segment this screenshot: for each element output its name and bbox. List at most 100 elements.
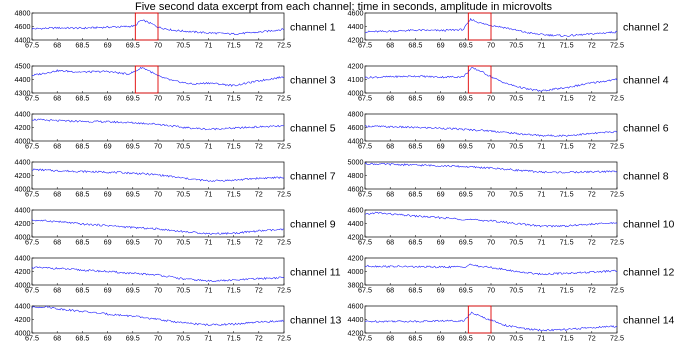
channel-1-highlight-window xyxy=(134,12,159,41)
channel-3-xtick-label: 69.5 xyxy=(126,94,140,103)
channel-10-xtick-label: 72 xyxy=(588,238,596,247)
channel-8-xtick-label: 70.5 xyxy=(509,190,523,199)
channel-14-ytick-label: 4400 xyxy=(348,315,364,324)
channel-3-xtick-label: 69 xyxy=(104,94,112,103)
channel-1-xtick-label: 68 xyxy=(53,41,61,50)
channel-6-xtick-label: 70.5 xyxy=(509,142,523,151)
channel-12-axes xyxy=(364,257,618,286)
channel-14-xtick-label: 70.5 xyxy=(509,334,523,343)
channel-2-highlight-window xyxy=(467,12,492,41)
channel-7-ytick-label: 4000 xyxy=(15,185,31,194)
channel-1-xtick-label: 67.5 xyxy=(25,41,39,50)
channel-7-trace xyxy=(31,168,285,182)
channel-8-ytick-label: 5000 xyxy=(348,158,364,167)
channel-3-ytick-label: 4400 xyxy=(15,75,31,84)
channel-2-xtick-label: 70 xyxy=(487,41,495,50)
channel-12-xtick-label: 70.5 xyxy=(509,286,523,295)
channel-3-xtick-label: 72.5 xyxy=(277,94,291,103)
channel-14-ytick-label: 4200 xyxy=(348,329,364,338)
channel-13-xtick-label: 71.5 xyxy=(227,334,241,343)
channel-3-ytick-label: 4500 xyxy=(15,62,31,71)
channel-14-xtick-label: 69.5 xyxy=(459,334,473,343)
channel-3-xtick-label: 68 xyxy=(53,94,61,103)
channel-3-xtick-label: 71.5 xyxy=(227,94,241,103)
channel-5-label: channel 5 xyxy=(290,123,336,135)
channel-11-xtick-label: 69.5 xyxy=(126,286,140,295)
channel-1-xtick-label: 72 xyxy=(255,41,263,50)
channel-1-label: channel 1 xyxy=(290,22,336,34)
channel-8-xtick-label: 69.5 xyxy=(459,190,473,199)
channel-4-xtick-label: 69 xyxy=(437,94,445,103)
channel-4-xtick-label: 69.5 xyxy=(459,94,473,103)
channel-10-xtick-label: 69 xyxy=(437,238,445,247)
channel-7-label: channel 7 xyxy=(290,171,336,183)
figure-title: Five second data excerpt from each chann… xyxy=(135,1,552,13)
channel-4-xtick-label: 70.5 xyxy=(509,94,523,103)
channel-11-ytick-label: 4000 xyxy=(15,281,31,290)
channel-11-label: channel 11 xyxy=(290,267,341,279)
channel-9-xtick-label: 69 xyxy=(104,238,112,247)
channel-2-xtick-label: 69 xyxy=(437,41,445,50)
channel-5-xtick-label: 67.5 xyxy=(25,142,39,151)
channel-4-label: channel 4 xyxy=(623,75,669,87)
channel-2-xtick-label: 72 xyxy=(588,41,596,50)
channel-12-xtick-label: 72.5 xyxy=(610,286,624,295)
channel-1-ytick-label: 4400 xyxy=(15,36,31,45)
channel-9-xtick-label: 68 xyxy=(53,238,61,247)
channel-4-xtick-label: 68 xyxy=(386,94,394,103)
channel-2-xtick-label: 71 xyxy=(537,41,545,50)
channel-4-xtick-label: 72 xyxy=(588,94,596,103)
channel-9-xtick-label: 70 xyxy=(154,238,162,247)
channel-10-xtick-label: 67.5 xyxy=(358,238,372,247)
channel-7-xtick-label: 72 xyxy=(255,190,263,199)
channel-6-xtick-label: 68.5 xyxy=(408,142,422,151)
channel-12-label: channel 12 xyxy=(623,267,675,279)
channel-14-xtick-label: 70 xyxy=(487,334,495,343)
channel-11-xtick-label: 72 xyxy=(255,286,263,295)
channel-1-ytick-label: 4600 xyxy=(15,22,31,31)
channel-12-xtick-label: 70 xyxy=(487,286,495,295)
channel-7-xtick-label: 68.5 xyxy=(75,190,89,199)
channel-13-ytick-label: 4200 xyxy=(15,315,31,324)
channel-4-ytick-label: 4200 xyxy=(348,62,364,71)
channel-1-ytick-label: 4800 xyxy=(15,9,31,18)
channel-12-ytick-label: 4000 xyxy=(348,267,364,276)
channel-4-xtick-label: 68.5 xyxy=(408,94,422,103)
channel-7-xtick-label: 70 xyxy=(154,190,162,199)
channel-10-xtick-label: 69.5 xyxy=(459,238,473,247)
channel-5-trace xyxy=(31,118,285,131)
channel-13-xtick-label: 68 xyxy=(53,334,61,343)
channel-14-highlight-window xyxy=(467,305,492,334)
channel-6-xtick-label: 68 xyxy=(386,142,394,151)
channel-13-ytick-label: 4000 xyxy=(15,329,31,338)
channel-14-xtick-label: 68.5 xyxy=(408,334,422,343)
channel-2-xtick-label: 69.5 xyxy=(459,41,473,50)
channel-13-xtick-label: 71 xyxy=(204,334,212,343)
channel-11-xtick-label: 68.5 xyxy=(75,286,89,295)
channel-4-highlight-window xyxy=(467,65,492,94)
channel-7-xtick-label: 71.5 xyxy=(227,190,241,199)
channel-7-ytick-label: 4400 xyxy=(15,158,31,167)
channel-7-xtick-label: 71 xyxy=(204,190,212,199)
channel-6-axes xyxy=(364,113,618,142)
channel-8-xtick-label: 68.5 xyxy=(408,190,422,199)
channel-10-ytick-label: 4200 xyxy=(348,233,364,242)
channel-13-xtick-label: 69 xyxy=(104,334,112,343)
channel-7-xtick-label: 68 xyxy=(53,190,61,199)
channel-2-ytick-label: 4200 xyxy=(348,36,364,45)
channel-1-xtick-label: 71.5 xyxy=(227,41,241,50)
channel-6-label: channel 6 xyxy=(623,123,669,135)
channel-4-xtick-label: 67.5 xyxy=(358,94,372,103)
channel-2-ytick-label: 4600 xyxy=(348,9,364,18)
channel-11-ytick-label: 4400 xyxy=(15,254,31,263)
channel-10-axes xyxy=(364,209,618,238)
channel-9-xtick-label: 70.5 xyxy=(176,238,190,247)
channel-2-xtick-label: 68.5 xyxy=(408,41,422,50)
channel-13-xtick-label: 69.5 xyxy=(126,334,140,343)
channel-6-ytick-label: 4800 xyxy=(348,110,364,119)
channel-13-xtick-label: 72 xyxy=(255,334,263,343)
channel-11-ytick-label: 4200 xyxy=(15,267,31,276)
channel-9-ytick-label: 4400 xyxy=(15,206,31,215)
channel-12-xtick-label: 69.5 xyxy=(459,286,473,295)
channel-10-xtick-label: 71.5 xyxy=(560,238,574,247)
